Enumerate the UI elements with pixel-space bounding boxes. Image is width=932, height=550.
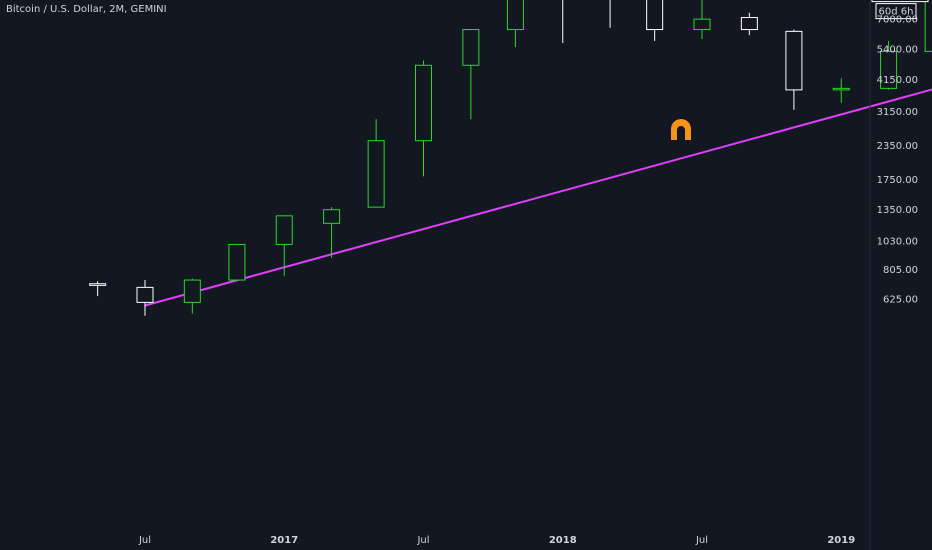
candle-body [323,209,341,224]
candle [924,0,932,52]
candle-body [367,140,385,208]
candle-body [646,0,664,31]
price-tick-label: 1750.00 [877,175,918,186]
candle [136,280,154,316]
candle-body [740,17,758,31]
candle [183,278,201,314]
candle [646,0,664,41]
price-tick-label: 625.00 [883,294,918,305]
candle-body [693,18,711,31]
candles [89,0,932,316]
price-tick-label: 7000.00 [877,15,918,26]
candle [323,207,341,258]
candle [832,78,850,103]
countdown-tag [875,3,917,20]
candle [367,119,385,208]
candle [415,60,432,177]
candle-body [275,215,293,245]
price-tick-label: 2350.00 [877,141,918,152]
price-tick-label: 805.00 [883,265,918,276]
countdown-label: 60d 6h [879,7,914,18]
candle [562,0,564,43]
candle [506,0,524,48]
candle [228,243,246,281]
candle [275,215,293,277]
candle [609,0,611,28]
candle-body [228,243,246,281]
candle-body [832,87,850,91]
candle [462,29,480,120]
price-tick-label: 3150.00 [877,107,918,118]
time-tick-label: Jul [695,535,708,546]
price-lines: 17424.588729.5860d 6h [871,0,929,20]
time-tick-label: 2019 [827,535,855,546]
time-tick-label: Jul [138,535,151,546]
candle-body [785,30,803,91]
chart-title: Bitcoin / U.S. Dollar, 2M, GEMINI [6,4,167,15]
price-tick-label: 5400.00 [877,45,918,56]
current-price-tag [871,0,929,3]
price-tick-label: 4150.00 [877,75,918,86]
candle-body [136,286,154,303]
candle-body [183,279,201,303]
time-axis[interactable]: Jul2017Jul2018Jul2019Jul2020Jul2021Jul [138,535,932,546]
candle-body [415,64,432,142]
candle [785,29,803,110]
price-axis[interactable]: 625.00 805.00 1030.00 1350.00 1750.00 2350.00… [869,0,918,550]
candle-body [924,0,932,52]
triangle-pattern [144,88,932,307]
time-tick-label: Jul [416,535,429,546]
candle-body [462,29,480,66]
candle [740,12,758,36]
triangle-lower-line [144,88,932,307]
price-tick-label: 1350.00 [877,205,918,216]
candle [89,281,107,297]
watermark-logo-icon [671,119,691,140]
price-tick-label: 1030.00 [877,236,918,247]
candle-body [880,50,898,89]
candle-body [506,0,524,31]
time-tick-label: 2018 [549,535,577,546]
time-tick-label: 2017 [270,535,298,546]
candle [880,40,898,90]
candle-body [89,283,107,286]
candle [693,0,711,39]
